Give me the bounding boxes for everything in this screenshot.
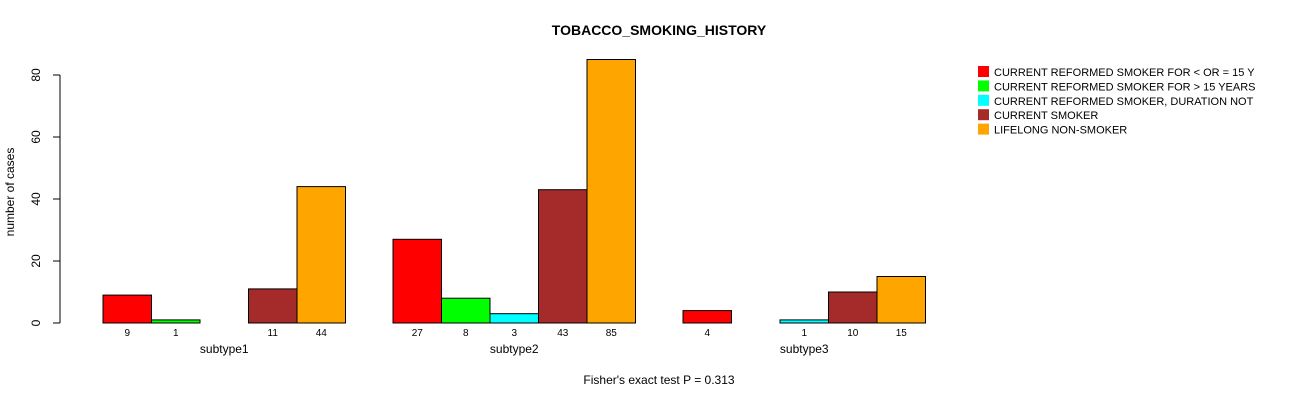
bar-value-label: 27	[412, 328, 424, 339]
bar	[779, 319, 829, 324]
legend-item: CURRENT REFORMED SMOKER, DURATION NOT	[978, 94, 1254, 108]
bar-value-label: 9	[124, 328, 130, 339]
legend-swatch	[978, 80, 989, 92]
bar-value-label: 3	[511, 328, 517, 339]
legend: CURRENT REFORMED SMOKER FOR < OR = 15 Y C…	[978, 66, 1256, 137]
bar	[296, 186, 346, 324]
bar-value-label: 11	[268, 328, 279, 339]
y-axis: 0 20 40 60 80	[29, 68, 61, 326]
legend-swatch	[978, 94, 989, 106]
bar-value-label: 8	[463, 328, 469, 339]
bar-group-subtype2: 27 8 3 43 85 subtype2	[392, 59, 636, 356]
bar	[102, 294, 152, 324]
legend-label: CURRENT SMOKER	[994, 110, 1098, 122]
legend-item: CURRENT REFORMED SMOKER FOR < OR = 15 Y	[978, 66, 1255, 79]
y-tick-label: 80	[29, 68, 43, 82]
y-tick-label: 20	[29, 254, 43, 268]
bar	[876, 276, 926, 324]
bar	[248, 288, 298, 324]
y-axis-label: number of cases	[3, 148, 17, 237]
legend-item: LIFELONG NON-SMOKER	[978, 123, 1127, 137]
y-tick-label: 60	[29, 130, 43, 144]
legend-label: CURRENT REFORMED SMOKER, DURATION NOT	[994, 96, 1254, 108]
category-label: subtype3	[780, 342, 829, 356]
bar	[151, 319, 201, 324]
chart-title: TOBACCO_SMOKING_HISTORY	[552, 22, 767, 38]
bar	[441, 297, 491, 324]
bar	[682, 310, 732, 324]
bar-value-label: 4	[704, 328, 710, 339]
fisher-test-caption: Fisher's exact test P = 0.313	[583, 373, 734, 387]
legend-item: CURRENT SMOKER	[978, 109, 1098, 122]
bar-value-label: 43	[557, 328, 569, 339]
category-label: subtype1	[200, 342, 249, 356]
bar	[538, 189, 588, 324]
bar	[392, 238, 442, 324]
bar-value-label: 1	[801, 328, 807, 339]
y-tick-label: 40	[29, 192, 43, 206]
legend-label: CURRENT REFORMED SMOKER FOR > 15 YEARS	[994, 81, 1256, 93]
legend-label: LIFELONG NON-SMOKER	[994, 125, 1127, 137]
y-tick-label: 0	[29, 319, 43, 326]
bar	[489, 313, 539, 324]
bar-value-label: 85	[606, 328, 618, 339]
category-label: subtype2	[490, 342, 539, 356]
legend-swatch	[978, 123, 989, 135]
legend-label: CURRENT REFORMED SMOKER FOR < OR = 15 Y	[994, 67, 1255, 79]
bar	[586, 59, 636, 324]
bar-value-label: 44	[316, 328, 328, 339]
bar	[828, 291, 878, 324]
bar-value-label: 1	[173, 328, 179, 339]
legend-swatch	[978, 109, 989, 121]
bar-value-label: 10	[847, 328, 859, 339]
bar-group-subtype3: 4 1 10 15 subtype3	[682, 276, 926, 356]
legend-item: CURRENT REFORMED SMOKER FOR > 15 YEARS	[978, 80, 1256, 93]
bar-value-label: 15	[896, 328, 908, 339]
legend-swatch	[978, 66, 989, 77]
